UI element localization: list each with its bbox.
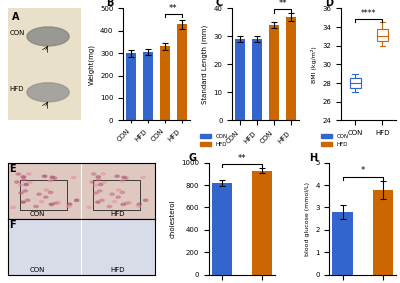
Y-axis label: blood glucose (mmol/L): blood glucose (mmol/L) [305,182,310,256]
Text: H: H [309,153,318,162]
Y-axis label: BMI (kg/m²): BMI (kg/m²) [311,46,317,83]
Bar [212,183,232,275]
Ellipse shape [27,83,69,102]
Text: *: * [360,166,365,175]
Y-axis label: Weight(mg): Weight(mg) [88,44,94,85]
Bar [160,46,170,120]
Text: CON: CON [10,30,25,36]
Text: B: B [106,0,114,8]
Y-axis label: Standard Length (mm): Standard Length (mm) [202,25,208,104]
Text: **: ** [169,4,178,13]
Text: HFD: HFD [10,86,24,92]
PathPatch shape [377,29,388,41]
Bar [373,190,393,275]
Legend: CON, HFD: CON, HFD [319,132,351,149]
Text: ****: **** [361,9,376,18]
Bar [235,39,246,120]
Text: G: G [189,153,197,162]
PathPatch shape [350,78,360,88]
Text: A: A [12,12,19,22]
Bar [332,212,352,275]
Bar [252,39,262,120]
Bar [126,53,136,120]
Bar [252,171,272,275]
Bar [177,24,187,120]
Ellipse shape [27,27,69,46]
Text: **: ** [238,154,246,163]
Text: C: C [216,0,223,8]
Text: D: D [325,0,333,8]
Legend: CON, HFD: CON, HFD [198,132,230,149]
Text: **: ** [278,0,287,8]
Bar [269,25,279,120]
Y-axis label: cholesterol: cholesterol [169,199,175,238]
Bar [143,52,153,120]
Bar [286,17,296,120]
